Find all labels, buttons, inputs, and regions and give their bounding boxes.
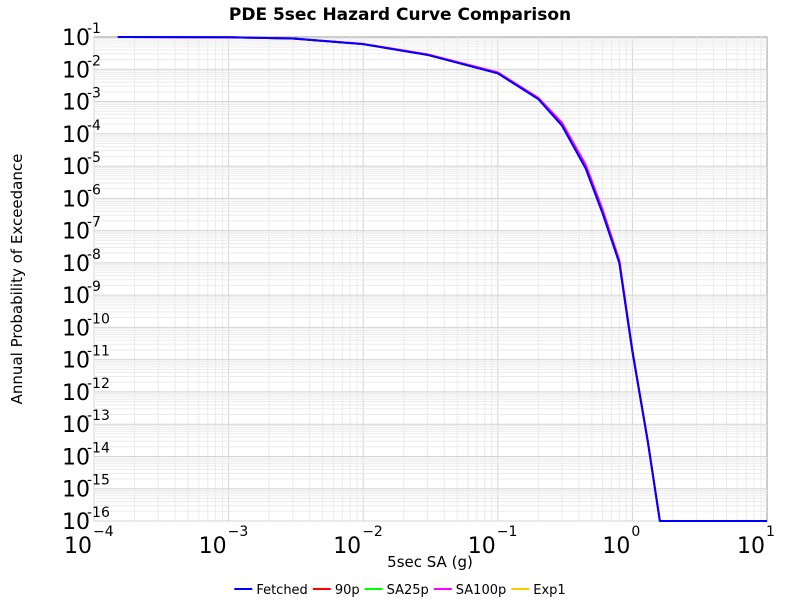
y-tick-exponent: -11 [87,344,110,360]
y-tick-label: 10-14 [62,440,110,470]
y-tick-base: 10 [62,220,90,245]
y-tick-label: 10-3 [62,86,101,116]
y-tick-exponent: -7 [87,215,101,231]
legend-label: Exp1 [533,583,565,598]
y-tick-base: 10 [62,252,90,277]
legend-item-exp1: Exp1 [511,583,566,598]
y-tick-base: 10 [62,91,90,116]
y-tick-base: 10 [62,349,90,374]
y-tick-exponent: -15 [87,473,110,489]
y-tick-label: 10-8 [62,247,101,277]
y-tick-base: 10 [62,316,90,341]
x-tick-exponent: 0 [631,524,640,540]
legend-label: Fetched [256,583,308,598]
legend-item-sa25p: SA25p [364,583,429,598]
legend-item-90p: 90p [312,583,360,598]
y-tick-label: 10-16 [62,505,110,535]
x-tick-label: 100 [602,524,640,559]
y-tick-label: 10-10 [62,311,110,341]
legend-item-sa100p: SA100p [433,583,506,598]
x-tick-exponent: −1 [497,524,518,540]
x-tick-exponent: −2 [362,524,383,540]
y-tick-exponent: -1 [87,21,101,37]
y-tick-base: 10 [62,478,90,503]
y-tick-base: 10 [62,123,90,148]
y-tick-exponent: -10 [87,311,110,327]
y-tick-label: 10-4 [62,118,101,148]
y-tick-exponent: -13 [87,408,110,424]
y-tick-base: 10 [62,445,90,470]
legend-item-fetched: Fetched [234,583,308,598]
y-tick-label: 10-12 [62,376,110,406]
y-tick-base: 10 [62,284,90,309]
x-tick-base: 10 [199,534,227,559]
y-tick-label: 10-2 [62,53,101,83]
x-tick-exponent: 1 [766,524,775,540]
y-tick-base: 10 [62,381,90,406]
x-tick-base: 10 [737,534,765,559]
legend: Fetched 90p SA25p SA100p Exp1 [234,583,566,598]
y-tick-base: 10 [62,155,90,180]
y-tick-base: 10 [62,187,90,212]
y-tick-exponent: -2 [87,53,101,69]
legend-label: 90p [335,583,360,598]
y-tick-label: 10-13 [62,408,110,438]
x-tick-label: 10−1 [468,524,518,559]
legend-label: SA100p [456,583,506,598]
x-tick-base: 10 [333,534,361,559]
y-tick-exponent: -16 [87,505,110,521]
y-tick-label: 10-11 [62,344,110,374]
y-axis-label: Annual Probability of Exceedance [8,154,26,405]
x-tick-exponent: −4 [93,524,114,540]
x-tick-base: 10 [64,534,92,559]
x-axis-label: 5sec SA (g) [387,553,473,571]
y-tick-label: 10-1 [62,21,101,51]
series-line-fetched [117,36,767,522]
y-tick-exponent: -5 [87,150,101,166]
x-tick-exponent: −3 [228,524,249,540]
y-tick-label: 10-6 [62,182,101,212]
y-tick-labels: 10-110-210-310-410-510-610-710-810-910-1… [62,21,110,535]
series-lines [117,36,767,522]
y-tick-base: 10 [62,58,90,83]
chart-title: PDE 5sec Hazard Curve Comparison [229,5,571,25]
y-tick-exponent: -9 [87,279,101,295]
x-tick-base: 10 [602,534,630,559]
y-tick-exponent: -14 [87,440,110,456]
y-tick-label: 10-5 [62,150,101,180]
y-tick-label: 10-9 [62,279,101,309]
x-tick-base: 10 [468,534,496,559]
x-tick-label: 10−3 [199,524,249,559]
y-tick-base: 10 [62,26,90,51]
grid-lines [93,37,767,522]
y-tick-exponent: -12 [87,376,110,392]
x-tick-label: 101 [737,524,775,559]
plot-area [93,36,768,522]
y-tick-label: 10-15 [62,473,110,503]
y-tick-exponent: -3 [87,86,101,102]
y-tick-label: 10-7 [62,215,101,245]
x-tick-label: 10−2 [333,524,383,559]
y-tick-exponent: -8 [87,247,101,263]
y-tick-base: 10 [62,413,90,438]
y-tick-exponent: -6 [87,182,101,198]
y-tick-exponent: -4 [87,118,101,134]
legend-label: SA25p [387,583,429,598]
y-tick-base: 10 [62,510,90,535]
x-tick-label: 10−4 [64,524,114,559]
